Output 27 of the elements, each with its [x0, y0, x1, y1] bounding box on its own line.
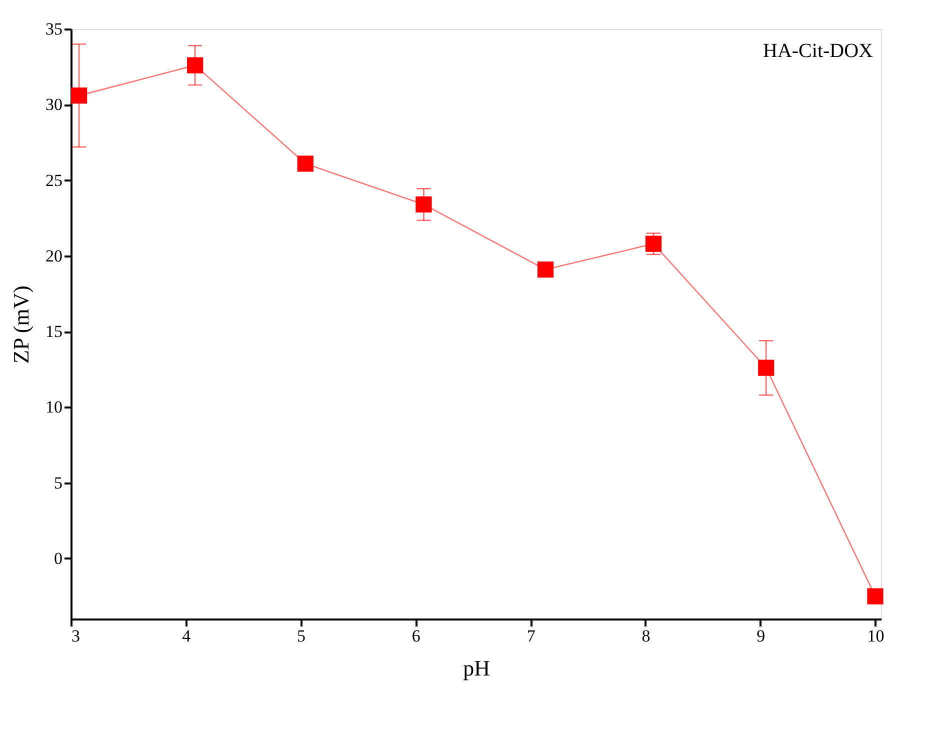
y-tick-label: 25: [46, 170, 62, 190]
x-tick-label: 8: [642, 626, 650, 646]
point: [416, 196, 432, 213]
point: [758, 360, 774, 376]
y-axis-title: ZP (mV): [8, 285, 34, 364]
x-tick-label: 7: [526, 626, 536, 646]
point: [70, 88, 88, 104]
x-tick-label: 10: [867, 626, 884, 646]
y-tick-label: 0: [54, 548, 62, 568]
x-tick-label: 6: [412, 626, 420, 646]
annotation: HA-Cit-DOX: [763, 40, 874, 62]
y-tick-label: 15: [46, 322, 62, 342]
y-tick-label: 35: [46, 20, 62, 38]
x-tick-label: 4: [182, 626, 192, 646]
point: [645, 236, 662, 252]
x-tick-label: 9: [756, 626, 766, 646]
x-tick-label: 3: [72, 626, 80, 646]
y-tick-label: 20: [46, 246, 62, 266]
y-tick-label: 30: [46, 95, 62, 114]
point: [297, 156, 314, 172]
point: [537, 261, 554, 278]
point: [187, 57, 204, 74]
point: [867, 588, 884, 604]
y-tick-label: 5: [54, 473, 62, 492]
x-tick-label: 5: [297, 626, 306, 646]
x-axis-title: pH: [463, 656, 490, 680]
y-tick-label: 10: [46, 398, 62, 417]
